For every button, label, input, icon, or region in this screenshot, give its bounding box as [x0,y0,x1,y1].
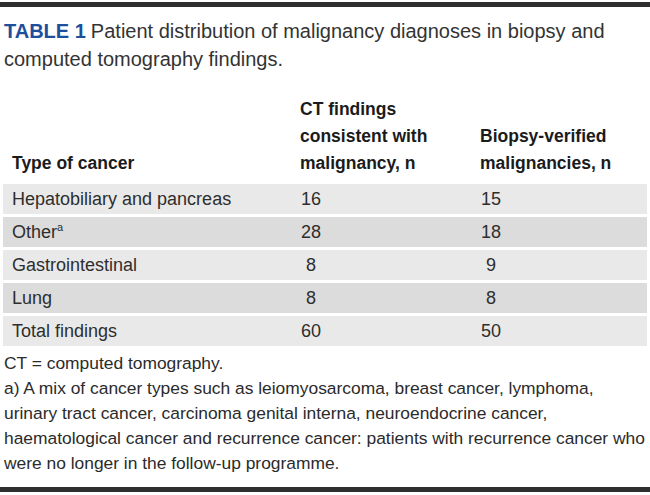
column-header-cancer-type: Type of cancer [3,150,300,177]
table-header-row: Type of cancer CT findings consistent wi… [3,96,647,184]
column-header-biopsy-verified: Biopsy-verified malignancies, n [480,123,632,177]
footnote-marker: a [57,221,63,233]
table-footnotes: CT = computed tomography. a) A mix of ca… [4,351,647,476]
data-table: Type of cancer CT findings consistent wi… [3,96,647,349]
biopsy-cell: 8 [480,288,647,309]
table-row: Gastrointestinal 8 9 [3,250,647,280]
table-number-label: TABLE 1 [4,20,86,42]
table-row: Total findings 60 50 [3,316,647,346]
top-rule [0,2,650,7]
column-header-ct-findings: CT findings consistent with malignancy, … [300,96,452,177]
table-row: Lung 8 8 [3,283,647,313]
bottom-rule [0,487,650,492]
table-row: Hepatobiliary and pancreas 16 15 [3,184,647,214]
ct-findings-cell: 60 [300,321,480,342]
cancer-type-cell: Othera [3,222,300,243]
ct-findings-cell: 8 [300,288,480,309]
table-row: Othera 28 18 [3,217,647,247]
footnote-a: a) A mix of cancer types such as leiomyo… [4,376,647,476]
biopsy-cell: 9 [480,255,647,276]
ct-findings-cell: 8 [300,255,480,276]
ct-findings-cell: 16 [300,189,480,210]
abbreviation-note: CT = computed tomography. [4,351,647,376]
biopsy-cell: 15 [480,189,647,210]
biopsy-cell: 18 [480,222,647,243]
cancer-type-cell: Hepatobiliary and pancreas [3,189,300,210]
ct-findings-cell: 28 [300,222,480,243]
table-caption: TABLE 1Patient distribution of malignanc… [4,17,646,73]
table-caption-text: Patient distribution of malignancy diagn… [4,20,605,70]
biopsy-cell: 50 [480,321,647,342]
cancer-type-cell: Gastrointestinal [3,255,300,276]
cancer-type-cell: Total findings [3,321,300,342]
cancer-type-cell: Lung [3,288,300,309]
